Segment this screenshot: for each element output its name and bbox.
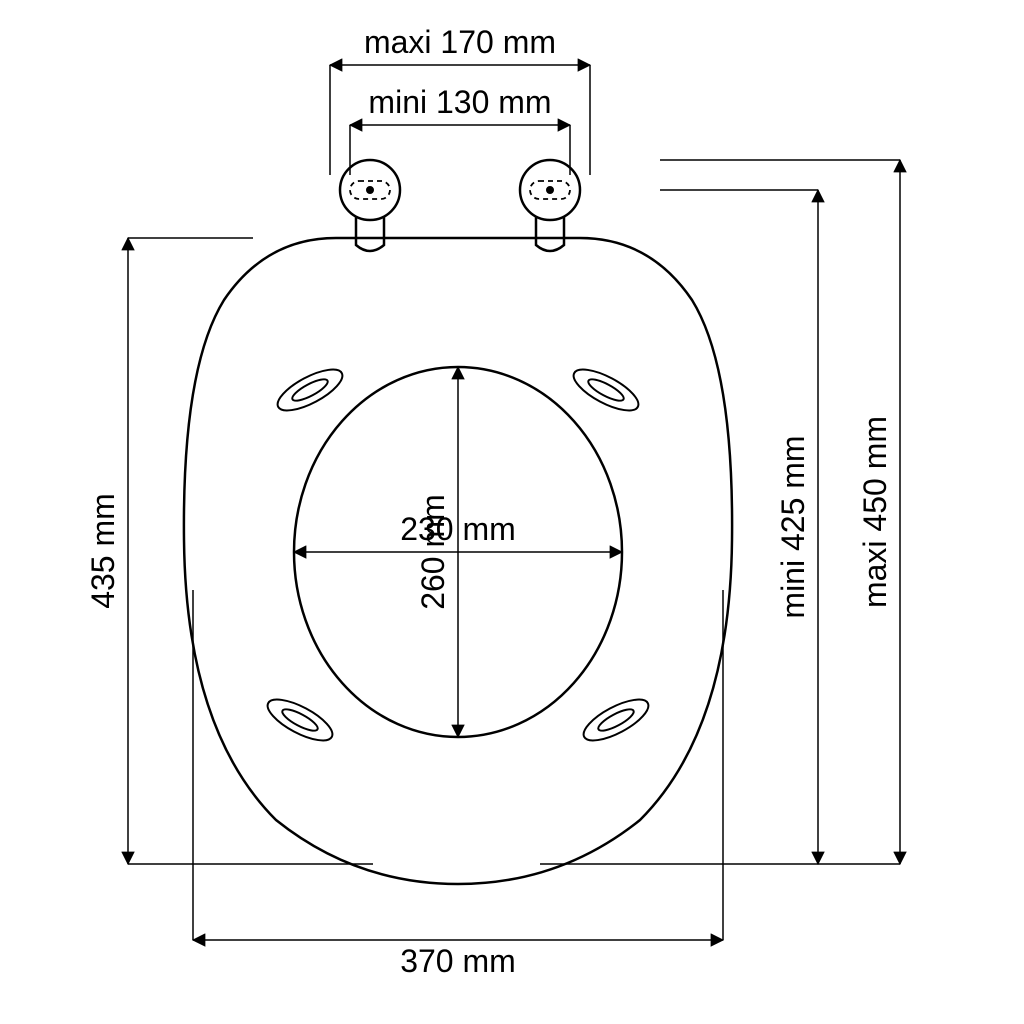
dimension-label: mini 425 mm xyxy=(775,435,811,618)
dimension-label: mini 130 mm xyxy=(368,84,551,120)
dimension-label: maxi 450 mm xyxy=(857,416,893,608)
dimension-labels: maxi 170 mm mini 130 mm 435 mm mini 425 mm m… xyxy=(85,24,893,979)
dimension-label: 370 mm xyxy=(400,943,516,979)
dimension-label: 260 mm xyxy=(415,494,451,610)
dimension-label: 435 mm xyxy=(85,493,121,609)
dimension-label: maxi 170 mm xyxy=(364,24,556,60)
